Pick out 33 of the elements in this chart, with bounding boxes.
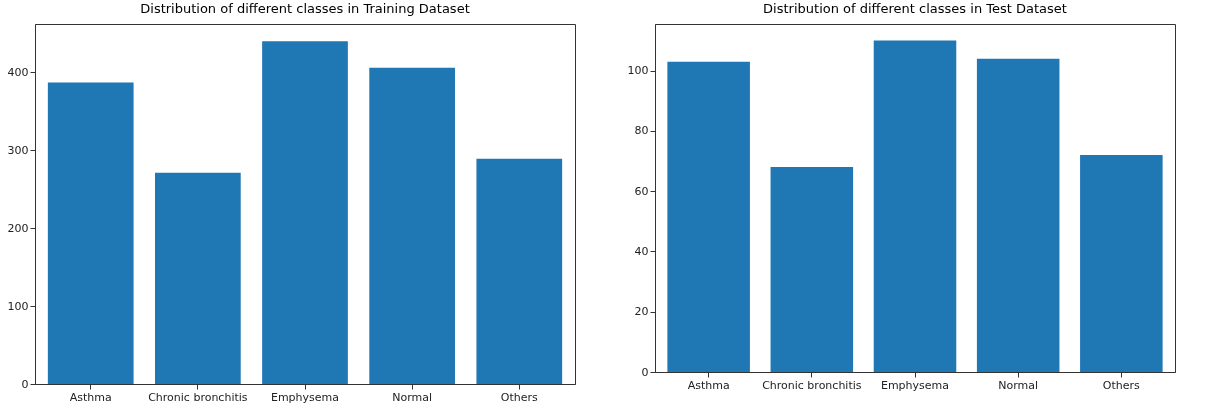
bar — [47, 82, 134, 384]
y-tick-label: 300 — [7, 143, 29, 157]
chart-title: Distribution of different classes in Training Dataset — [140, 1, 470, 16]
x-tick-label: Chronic bronchitis — [762, 378, 862, 392]
x-tick-label: Others — [500, 390, 539, 404]
bar — [770, 167, 854, 372]
y-tick-label: 100 — [627, 64, 649, 78]
x-tick-label: Emphysema — [880, 378, 950, 392]
y-tick-label: 20 — [634, 305, 649, 319]
x-tick-label: Normal — [998, 378, 1039, 392]
bar — [262, 41, 348, 384]
y-tick-label: 80 — [634, 124, 649, 138]
bar — [873, 40, 957, 372]
chart-title: Distribution of different classes in Test Dataset — [763, 1, 1067, 16]
bar — [1080, 155, 1163, 372]
y-tick-label: 0 — [21, 377, 29, 391]
y-tick-label: 400 — [7, 65, 29, 79]
y-tick-label: 100 — [7, 299, 29, 313]
x-tick-label: Others — [1102, 378, 1141, 392]
bar — [667, 61, 750, 372]
y-tick-label: 60 — [634, 184, 649, 198]
x-tick-label: Asthma — [687, 378, 730, 392]
x-tick-label: Emphysema — [270, 390, 340, 404]
y-tick-label: 0 — [641, 365, 649, 379]
bar — [976, 58, 1060, 372]
y-tick-label: 200 — [7, 221, 29, 235]
x-tick-label: Asthma — [69, 390, 112, 404]
y-tick-label: 40 — [634, 244, 649, 258]
bar — [369, 67, 455, 384]
x-tick-label: Chronic bronchitis — [148, 390, 248, 404]
bar — [476, 158, 563, 384]
bar — [155, 172, 241, 384]
x-tick-label: Normal — [392, 390, 433, 404]
